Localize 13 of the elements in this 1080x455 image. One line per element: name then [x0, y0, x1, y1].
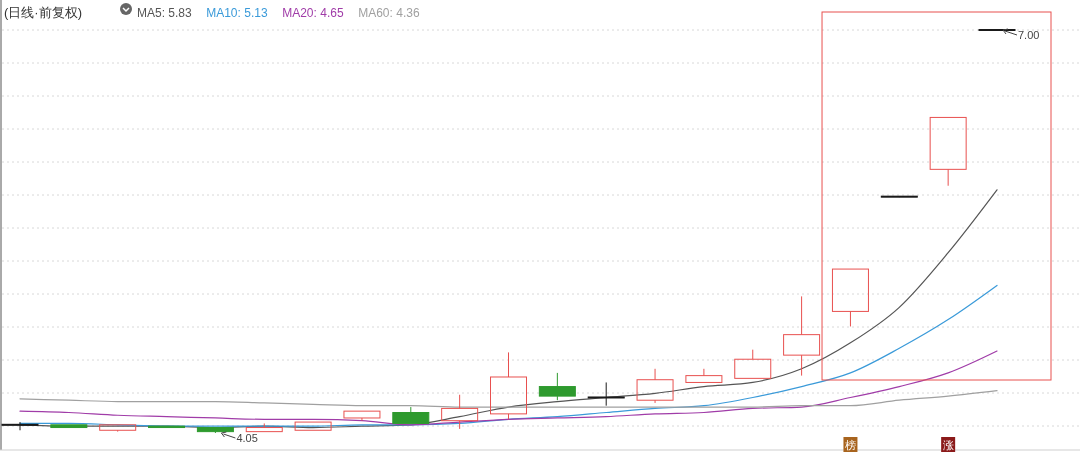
annotation: 7.00	[1018, 29, 1040, 41]
text: MA10: 5.13	[206, 6, 268, 20]
candlestick	[783, 295, 821, 377]
text: MA20: 4.65	[282, 6, 344, 20]
candlestick	[1, 421, 39, 431]
candlestick	[636, 368, 674, 404]
text: 涨	[942, 439, 954, 451]
text: MA60: 4.36	[358, 6, 420, 20]
candlestick	[441, 394, 479, 430]
text: 榜	[844, 439, 856, 451]
chart-title: (日线·前复权)	[4, 5, 82, 20]
text: MA5: 5.83	[137, 6, 193, 20]
annotation: 4.05	[236, 432, 258, 444]
